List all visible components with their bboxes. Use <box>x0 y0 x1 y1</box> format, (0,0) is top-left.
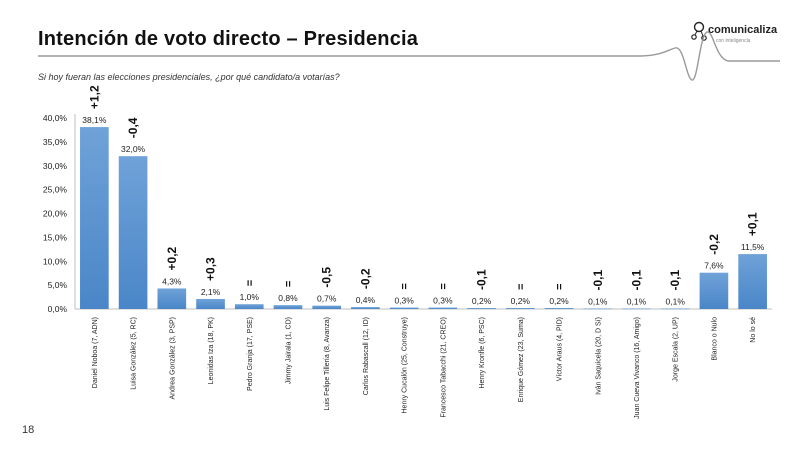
bar <box>699 272 729 309</box>
value-label: 11,5% <box>741 242 765 252</box>
value-label: 7,6% <box>704 261 724 271</box>
y-tick-label: 15,0% <box>43 232 68 242</box>
change-label: = <box>399 283 411 289</box>
bar <box>157 288 187 309</box>
value-label: 0,3% <box>394 296 414 306</box>
change-label: = <box>283 281 295 287</box>
y-tick-label: 10,0% <box>43 256 68 266</box>
category-label: Enrique Gómez (23, Suma) <box>518 317 525 402</box>
category-label: Blanco o Nulo <box>711 317 718 361</box>
value-label: 0,2% <box>549 296 569 306</box>
y-tick-label: 25,0% <box>43 185 68 195</box>
bar <box>738 254 767 309</box>
bar <box>389 307 419 309</box>
bar <box>428 307 458 309</box>
category-label: Luisa González (5, RC) <box>131 317 138 390</box>
page-number: 18 <box>22 424 35 436</box>
change-label: -0,2 <box>358 268 372 289</box>
category-label: Pedro Granja (17, PSE) <box>247 317 254 391</box>
change-label: +0,1 <box>746 212 760 236</box>
change-label: +0,3 <box>204 257 218 281</box>
y-tick-label: 30,0% <box>43 161 68 171</box>
bar <box>80 127 109 309</box>
value-label: 0,2% <box>472 296 492 306</box>
y-tick-label: 40,0% <box>43 113 68 123</box>
y-tick-label: 5,0% <box>48 280 68 290</box>
header-wave-line <box>38 31 780 81</box>
category-label: Iván Saquicela (20, D Sí) <box>595 317 602 395</box>
y-tick-label: 20,0% <box>43 209 68 219</box>
change-label: -0,5 <box>320 267 334 288</box>
bar <box>467 308 496 309</box>
survey-question: Si hoy fueran las elecciones presidencia… <box>38 72 340 82</box>
bar <box>234 304 264 309</box>
category-label: Jorge Escala (2, UP) <box>673 317 680 382</box>
change-label: = <box>244 280 256 286</box>
category-label: Andrea González (3, PSP) <box>169 317 176 400</box>
value-label: 2,1% <box>201 287 221 297</box>
bar <box>273 305 303 309</box>
bar <box>660 308 690 310</box>
category-label: Francesco Tabacchi (21, CREO) <box>440 317 447 418</box>
bar <box>118 156 148 309</box>
value-label: 0,8% <box>278 293 298 303</box>
bar <box>583 308 613 310</box>
category-label: Luis Felipe Tillería (8, Avanza) <box>324 317 331 411</box>
category-label: Henry Kronfle (6, PSC) <box>479 317 486 389</box>
value-label: 0,1% <box>666 297 686 307</box>
value-label: 32,0% <box>121 144 146 154</box>
bar <box>505 308 535 309</box>
change-label: -0,1 <box>668 270 682 291</box>
value-label: 0,4% <box>356 295 376 305</box>
category-label: Juan Cueva Vivanco (16, Amigo) <box>634 317 641 419</box>
category-label: Leonidas Iza (18, PK) <box>208 317 215 384</box>
value-label: 0,1% <box>627 297 647 307</box>
bar <box>312 305 342 309</box>
value-label: 38,1% <box>82 115 107 125</box>
category-label: Carlos Rabascall (12, ID) <box>363 317 370 395</box>
value-label: 0,2% <box>511 296 531 306</box>
category-label: Daniel Noboa (7, ADN) <box>92 317 99 388</box>
value-label: 0,1% <box>588 297 608 307</box>
category-label: Víctor Araus (4, PID) <box>557 317 564 381</box>
change-label: -0,1 <box>591 270 605 291</box>
page-title: Intención de voto directo – Presidencia <box>38 28 419 50</box>
change-label: -0,2 <box>707 234 721 255</box>
category-label: Jimmy Jairala (1, CD) <box>285 317 292 384</box>
change-label: +0,2 <box>165 246 179 270</box>
y-tick-label: 35,0% <box>43 137 68 147</box>
value-label: 0,3% <box>433 296 453 306</box>
bar <box>622 308 651 310</box>
change-label: -0,1 <box>475 269 489 290</box>
change-label: -0,4 <box>126 117 140 138</box>
value-label: 4,3% <box>162 276 182 286</box>
change-label: = <box>554 284 566 290</box>
change-label: +1,2 <box>87 85 101 109</box>
value-label: 0,7% <box>317 294 337 304</box>
bar <box>351 307 380 309</box>
bar <box>196 298 225 309</box>
bar <box>544 308 574 309</box>
logo-tagline: con inteligencia <box>716 38 751 44</box>
logo-wordmark: comunicaliza <box>708 24 778 36</box>
value-label: 1,0% <box>240 292 260 302</box>
change-label: = <box>438 283 450 289</box>
change-label: -0,1 <box>629 270 643 291</box>
y-tick-label: 0,0% <box>48 304 68 314</box>
category-label: Henry Cucalón (25, Construye) <box>402 317 409 414</box>
category-label: No lo sé <box>750 317 757 343</box>
change-label: = <box>515 284 527 290</box>
